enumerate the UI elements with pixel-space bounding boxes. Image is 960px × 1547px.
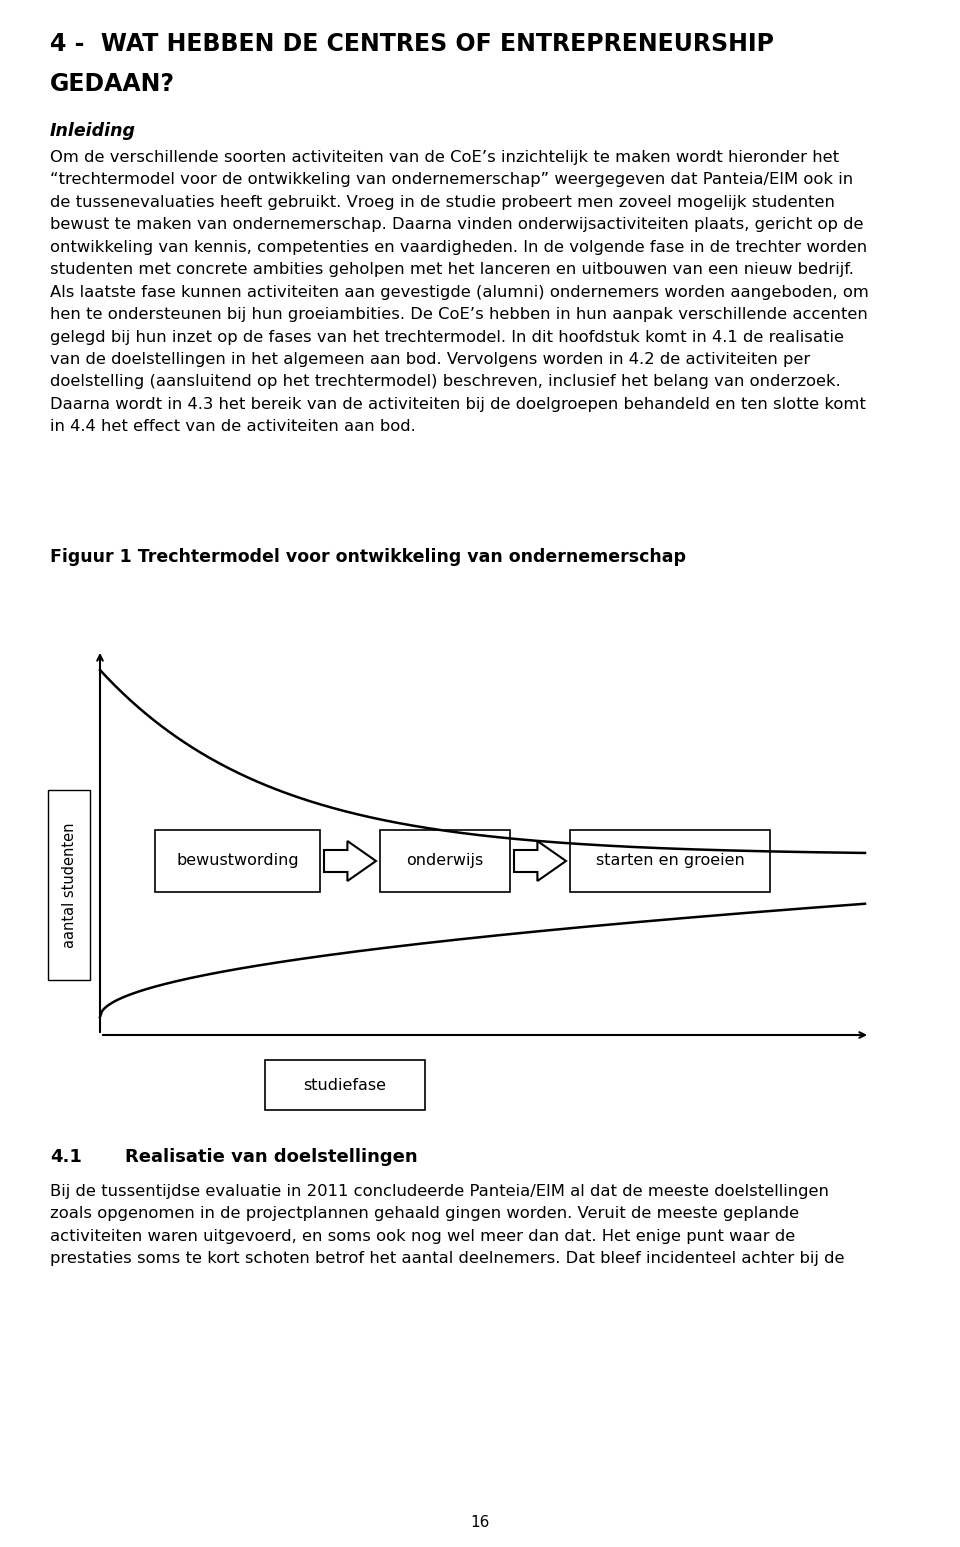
Text: onderwijs: onderwijs xyxy=(406,854,484,868)
Text: aantal studenten: aantal studenten xyxy=(61,823,77,948)
Text: starten en groeien: starten en groeien xyxy=(595,854,744,868)
Bar xyxy=(48,791,90,979)
Text: GEDAAN?: GEDAAN? xyxy=(50,73,175,96)
Text: Figuur 1 Trechtermodel voor ontwikkeling van ondernemerschap: Figuur 1 Trechtermodel voor ontwikkeling… xyxy=(50,548,686,566)
Text: Realisatie van doelstellingen: Realisatie van doelstellingen xyxy=(125,1148,418,1166)
Text: bewustwording: bewustwording xyxy=(177,854,299,868)
Bar xyxy=(570,831,770,893)
Polygon shape xyxy=(324,842,376,880)
Bar xyxy=(155,831,320,893)
Text: Om de verschillende soorten activiteiten van de CoE’s inzichtelijk te maken word: Om de verschillende soorten activiteiten… xyxy=(50,150,869,435)
Text: 4 -  WAT HEBBEN DE CENTRES OF ENTREPRENEURSHIP: 4 - WAT HEBBEN DE CENTRES OF ENTREPRENEU… xyxy=(50,32,774,56)
Bar xyxy=(380,831,510,893)
Text: 4.1: 4.1 xyxy=(50,1148,82,1166)
Text: studiefase: studiefase xyxy=(303,1078,387,1092)
Polygon shape xyxy=(514,842,566,880)
Text: 16: 16 xyxy=(470,1515,490,1530)
Text: Inleiding: Inleiding xyxy=(50,122,136,139)
Bar xyxy=(265,1060,425,1111)
Text: Bij de tussentijdse evaluatie in 2011 concludeerde Panteia/EIM al dat de meeste : Bij de tussentijdse evaluatie in 2011 co… xyxy=(50,1183,845,1267)
